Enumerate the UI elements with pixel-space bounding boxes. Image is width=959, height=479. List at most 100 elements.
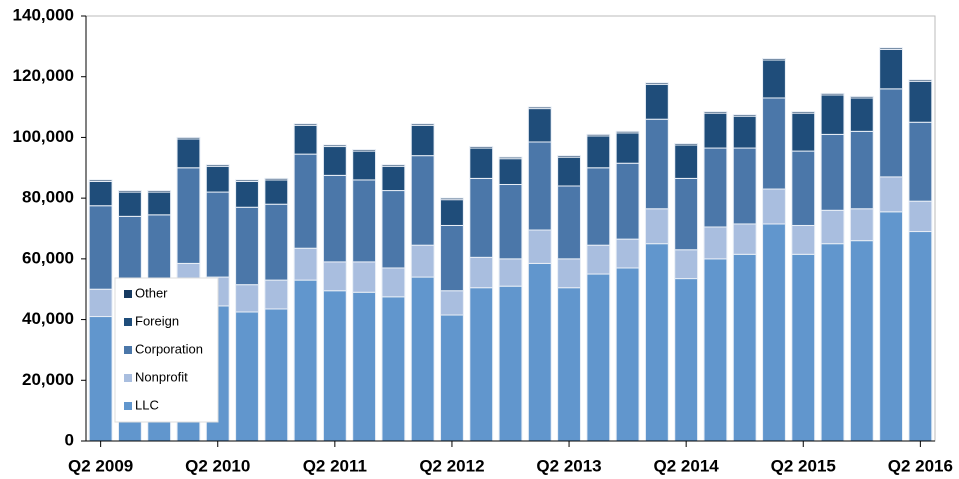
bar-segment — [791, 253, 816, 442]
bar-segment — [762, 58, 786, 61]
bar-segment — [615, 238, 640, 269]
legend-label: Corporation — [135, 341, 203, 356]
bar-segment — [557, 156, 581, 187]
bar-segment — [469, 177, 494, 258]
bar-segment — [322, 144, 347, 148]
bar-segment — [557, 155, 581, 158]
y-tick-label: 120,000 — [13, 66, 74, 85]
bar-segment — [791, 111, 816, 114]
legend-swatch — [124, 374, 132, 382]
bar-segment — [879, 48, 904, 90]
x-tick-label: Q2 2011 — [303, 456, 367, 475]
bar-segment — [264, 179, 289, 205]
legend-swatch — [124, 290, 132, 298]
bar-segment — [586, 167, 611, 246]
bar-segment — [293, 153, 318, 249]
bar-segment — [908, 80, 933, 123]
bar-segment — [352, 150, 377, 181]
bar-segment — [88, 288, 113, 318]
bar-segment — [908, 79, 933, 82]
bar-segment — [176, 138, 201, 169]
bar-segment — [849, 95, 874, 99]
bar-segment — [762, 223, 786, 442]
bar-segment — [293, 247, 318, 281]
bar-segment — [410, 155, 435, 246]
bar-segment — [293, 279, 318, 442]
bar-segment — [820, 92, 845, 96]
bar-segment — [440, 290, 464, 316]
bar-segment — [440, 197, 464, 201]
bar-segment — [820, 243, 845, 442]
bar-segment — [586, 135, 611, 169]
bar-segment — [381, 267, 406, 298]
bar-segment — [820, 133, 845, 211]
bar-segment — [235, 206, 259, 286]
x-tick-label: Q2 2016 — [888, 456, 953, 475]
legend-swatch — [124, 318, 132, 326]
legend-box — [114, 277, 219, 423]
bar-segment — [527, 106, 552, 110]
bar-segment — [498, 158, 523, 185]
bar-segment — [644, 243, 669, 442]
bar-segment — [703, 258, 728, 442]
bar-segment — [557, 287, 581, 442]
bar-segment — [293, 124, 318, 155]
bar-segment — [264, 203, 289, 281]
bar-segment — [674, 278, 699, 442]
bar-segment — [440, 199, 464, 226]
bar-segment — [527, 108, 552, 143]
x-tick-label: Q2 2009 — [68, 456, 133, 475]
y-tick-label: 140,000 — [13, 5, 74, 24]
bar-segment — [674, 177, 699, 251]
bar-segment — [879, 211, 904, 442]
bar-segment — [674, 249, 699, 280]
bar-segment — [762, 97, 786, 190]
bar-segment — [849, 130, 874, 210]
bar-segment — [440, 224, 464, 292]
bar-segment — [527, 141, 552, 231]
bar-segment — [849, 240, 874, 442]
bar-segment — [88, 316, 113, 442]
y-tick-label: 60,000 — [22, 248, 74, 267]
x-tick-label: Q2 2015 — [771, 456, 836, 475]
y-tick-label: 0 — [65, 430, 74, 449]
bar-segment — [644, 83, 669, 120]
bar-segment — [615, 132, 640, 164]
bar-segment — [381, 164, 406, 167]
bar-segment — [703, 147, 728, 228]
bar-segment — [410, 276, 435, 442]
bar-segment — [235, 179, 259, 182]
bar-segment — [820, 94, 845, 135]
bar-segment — [703, 112, 728, 149]
bar-segment — [352, 179, 377, 263]
bar-segment — [352, 149, 377, 152]
bar-segment — [586, 133, 611, 137]
bar-segment — [879, 47, 904, 50]
bar-segment — [322, 146, 347, 176]
bar-segment — [469, 147, 494, 179]
x-tick-label: Q2 2012 — [419, 456, 484, 475]
bar-segment — [322, 261, 347, 292]
bar-segment — [791, 112, 816, 152]
bar-segment — [469, 256, 494, 289]
bar-segment — [235, 284, 259, 313]
bar-segment — [322, 174, 347, 263]
bar-segment — [908, 200, 933, 233]
bar-segment — [352, 291, 377, 442]
bar-segment — [527, 262, 552, 442]
bar-segment — [322, 290, 347, 442]
bar-segment — [557, 258, 581, 289]
bar-segment — [820, 209, 845, 245]
bar-segment — [264, 279, 289, 310]
bar-segment — [674, 143, 699, 146]
bar-segment — [644, 82, 669, 85]
bar-segment — [732, 114, 757, 117]
bar-segment — [381, 190, 406, 269]
bar-segment — [498, 285, 523, 442]
bar-segment — [615, 130, 640, 134]
x-tick-label: Q2 2014 — [654, 456, 720, 475]
bar-segment — [586, 244, 611, 275]
bar-segment — [440, 314, 464, 442]
